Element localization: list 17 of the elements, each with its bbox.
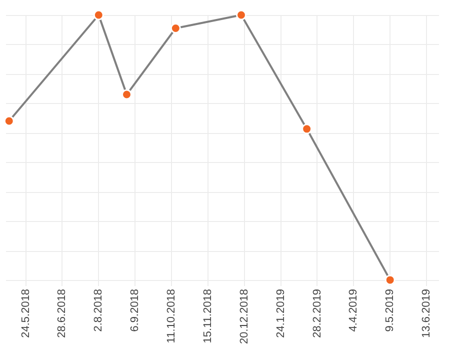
x-tick-label: 28.2.2019 bbox=[311, 288, 324, 338]
x-tick-label: 9.5.2019 bbox=[384, 288, 396, 332]
point bbox=[4, 116, 14, 126]
x-tick-label: 20.12.2018 bbox=[238, 288, 250, 344]
point bbox=[170, 23, 181, 34]
x-tick-label: 24.5.2018 bbox=[20, 288, 32, 338]
point bbox=[236, 10, 246, 20]
x-tick-label: 2.8.2018 bbox=[92, 288, 105, 332]
point bbox=[302, 124, 312, 134]
x-tick-label: 13.6.2019 bbox=[420, 288, 433, 338]
point bbox=[93, 10, 104, 20]
x-tick-label: 4.4.2019 bbox=[348, 288, 360, 332]
x-tick-label: 6.9.2018 bbox=[129, 288, 142, 332]
x-tick-label: 24.1.2019 bbox=[274, 288, 287, 338]
x-tick-label: 28.6.2018 bbox=[56, 288, 68, 338]
x-tick-label: 11.10.2018 bbox=[166, 288, 178, 344]
x-tick-label: 15.11.2018 bbox=[202, 288, 214, 344]
